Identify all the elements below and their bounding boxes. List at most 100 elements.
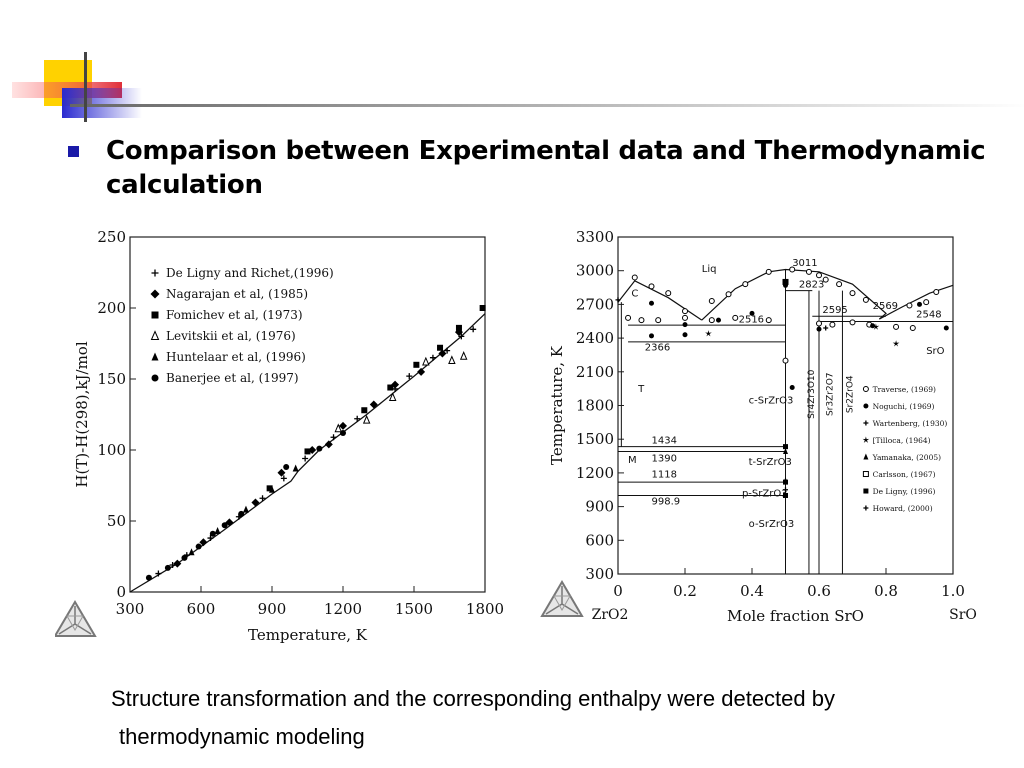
series-circle	[145, 429, 346, 581]
data-point	[631, 274, 638, 281]
data-point	[417, 367, 426, 376]
data-point	[682, 314, 688, 321]
y-tick-label: 300	[585, 565, 614, 583]
invariant-temperature-label: 1434	[652, 436, 677, 447]
x-axis-ticks: 300 600 900 1200 1500 1800	[116, 586, 504, 618]
data-point	[361, 407, 368, 414]
data-point	[181, 554, 188, 561]
data-point	[783, 487, 788, 493]
invariant-temperature-label: 2366	[645, 342, 670, 353]
data-point	[413, 361, 420, 368]
slide-caption: Structure transformation and the corresp…	[111, 680, 991, 756]
legend-marker	[151, 311, 159, 319]
data-point	[725, 291, 732, 298]
y-tick-label: 0	[116, 583, 126, 601]
software-logo-triangle-icon	[540, 580, 584, 617]
legend-label: De Ligny, (1996)	[873, 487, 936, 496]
x-axis-ticks: 0 0.2 0.4 0.6 0.8 1.0	[613, 568, 965, 600]
legend-label: Banerjee et al, (1997)	[166, 371, 299, 385]
phase-region-label: Liq	[702, 264, 717, 275]
liquidus-curve	[617, 280, 703, 321]
data-point	[406, 373, 413, 380]
series-triangle-filled	[188, 464, 299, 556]
series-circle-filled	[649, 282, 949, 391]
y-tick-label: 50	[107, 512, 126, 530]
compound-label: Sr2ZrO4	[846, 375, 856, 413]
data-point	[458, 333, 465, 340]
data-point	[266, 485, 273, 492]
x-axis-label: Temperature, K	[248, 626, 368, 644]
data-point	[221, 522, 228, 529]
phase-region-label: M	[628, 455, 637, 466]
phase-region-label: SrO	[926, 346, 944, 357]
data-point	[269, 485, 275, 493]
series-plus	[615, 297, 829, 331]
data-point	[251, 498, 260, 507]
series-plus	[155, 326, 477, 577]
x-tick-label: 0	[613, 582, 623, 600]
data-point	[164, 564, 171, 571]
legend-label: Carlsson, (1967)	[873, 470, 936, 479]
legend-label: Levitskii et al, (1976)	[166, 329, 296, 343]
data-point	[648, 283, 655, 290]
data-point	[259, 495, 266, 502]
legend-label: Huntelaar et al, (1996)	[166, 350, 306, 364]
legend-label: Noguchi, (1969)	[873, 402, 935, 411]
x-tick-label: 300	[116, 600, 145, 618]
data-point	[708, 298, 715, 305]
x-axis-left-end-label: ZrO2	[592, 607, 629, 623]
data-point	[354, 415, 361, 422]
data-point	[836, 281, 843, 288]
invariant-temperature-label: 2823	[799, 280, 824, 291]
data-point	[893, 323, 900, 330]
y-tick-label: 3300	[576, 228, 614, 246]
data-point	[829, 321, 836, 328]
caption-line-1: Structure transformation and the corresp…	[111, 686, 835, 711]
x-axis-label: Mole fraction SrO	[727, 607, 864, 625]
series-plus	[783, 487, 788, 493]
data-point	[816, 326, 822, 332]
data-point	[188, 548, 195, 556]
invariant-temperature-label: 3011	[792, 258, 817, 269]
phase-diagram-chart: 0 0.2 0.4 0.6 0.8 1.0 300 600 900 1200 1500 1800 210…	[540, 228, 977, 625]
data-point	[682, 308, 688, 315]
data-point	[283, 464, 290, 471]
data-point	[155, 570, 162, 577]
compound-label: Sr4Zr3O10	[807, 369, 817, 419]
y-tick-label: 900	[585, 498, 614, 516]
legend-marker	[863, 505, 869, 511]
y-tick-label: 1800	[576, 397, 614, 415]
data-point	[199, 538, 208, 547]
invariant-temperature-label: 2516	[739, 314, 764, 325]
data-point	[805, 268, 812, 275]
phase-region-label: p-SrZrO3	[742, 488, 788, 499]
series-triangle-open	[334, 351, 468, 433]
bullet-square-icon	[68, 146, 79, 157]
data-point	[444, 347, 451, 354]
invariant-temperature-label: 1118	[652, 469, 677, 480]
data-point	[917, 301, 922, 307]
data-point	[324, 440, 333, 449]
data-point	[238, 510, 245, 517]
legend-marker	[863, 488, 869, 494]
y-tick-label: 1200	[576, 464, 614, 482]
data-point	[906, 302, 913, 309]
software-logo-triangle-icon	[55, 600, 97, 637]
data-point	[455, 324, 462, 331]
x-tick-label: 1.0	[941, 582, 965, 600]
data-point	[655, 317, 662, 324]
y-tick-label: 100	[97, 441, 126, 459]
data-point	[682, 322, 688, 328]
data-point	[822, 276, 829, 283]
legend-label: Nagarajan et al, (1985)	[166, 287, 308, 301]
data-point	[302, 455, 309, 462]
data-point	[615, 297, 621, 303]
data-point	[387, 384, 394, 391]
data-point	[437, 344, 444, 351]
data-point	[716, 317, 721, 323]
x-tick-label: 0.4	[740, 582, 764, 600]
legend-marker	[151, 352, 159, 361]
invariant-temperature-label: 2569	[873, 301, 898, 312]
legend-marker	[151, 374, 159, 382]
data-point	[334, 423, 343, 433]
